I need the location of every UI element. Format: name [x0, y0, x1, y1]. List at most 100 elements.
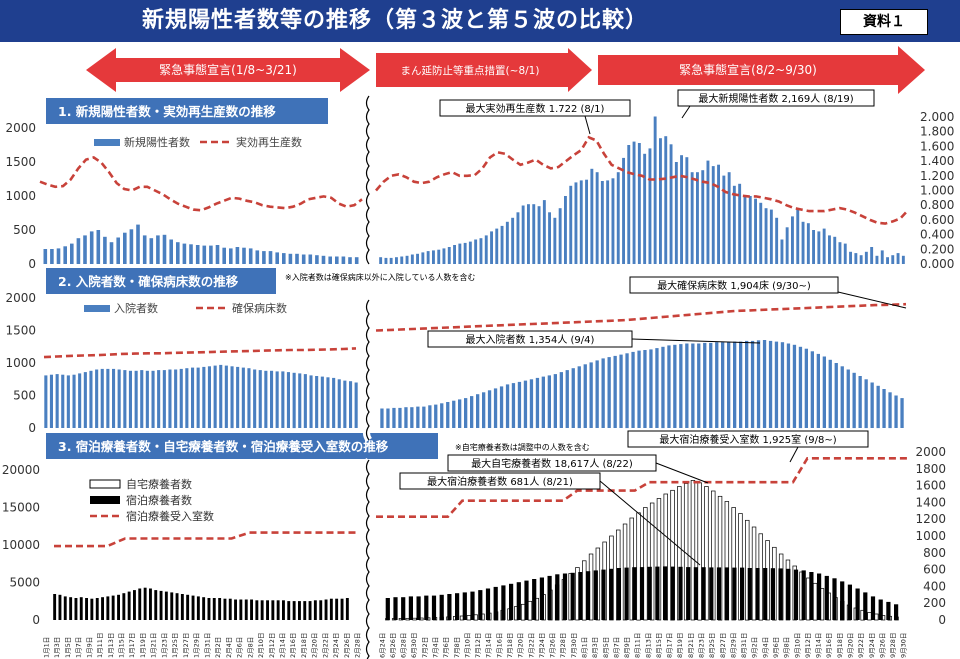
- p1-bar-b-34: [558, 208, 562, 264]
- p1-bar-b-18: [474, 239, 478, 264]
- p1-bar-b-52: [653, 116, 657, 264]
- x-tick-b-49: 9月30日: [900, 633, 908, 658]
- p1-legend-line-label: 実効再生産数: [236, 135, 302, 149]
- x-tick-b-12: 7月18日: [506, 633, 514, 658]
- p2-bar-a-44: [292, 372, 296, 429]
- p1-bar-b-27: [521, 205, 525, 264]
- p2-bar-a-19: [151, 370, 155, 428]
- p1-bar-b-4: [400, 256, 404, 264]
- p2-bar-b-82: [870, 382, 874, 428]
- p1-bar-b-23: [500, 225, 504, 264]
- p1-bar-b-11: [437, 249, 441, 264]
- p1-bar-a-42: [321, 255, 326, 264]
- p1-bar-b-75: [775, 217, 779, 264]
- x-tick-a-21: 2月12日: [268, 633, 276, 658]
- p3-hotel-bar-a-30: [212, 598, 216, 620]
- p3-right-tick-4: 800: [923, 546, 946, 560]
- p2-bar-a-52: [337, 379, 341, 429]
- p3-hotel-bar-a-15: [133, 590, 136, 620]
- p2-bar-b-57: [721, 342, 725, 428]
- x-tick-b-11: 7月16日: [495, 633, 503, 658]
- p3-hotel-bar-a-50: [319, 600, 323, 620]
- p1-bar-b-41: [595, 172, 599, 264]
- p3-hotel-bar-b-13: [485, 588, 491, 620]
- p1-bar-b-15: [458, 243, 462, 264]
- p3-hotel-bar-a-55: [345, 598, 349, 620]
- p1-bar-a-30: [242, 247, 246, 264]
- p1-bar-b-2: [389, 257, 393, 264]
- p3-right-tick-3: 600: [923, 563, 946, 577]
- p1-right-tick-9: 1.800: [920, 125, 954, 139]
- p3-home-bar-54: [751, 526, 757, 621]
- p3-hotel-bar-b-19: [532, 579, 537, 620]
- p1-bar-a-32: [255, 250, 260, 264]
- p2-bar-a-9: [95, 369, 99, 428]
- p1-left-tick-3: 1500: [5, 155, 36, 169]
- p1-left-tick-1: 500: [13, 223, 36, 237]
- p1-bar-b-77: [785, 227, 789, 264]
- p1-bar-b-56: [674, 162, 678, 264]
- p1-bar-b-53: [659, 138, 662, 264]
- p3-hotel-bar-a-33: [228, 598, 232, 620]
- p2-bar-b-33: [577, 366, 581, 429]
- panel2-note: ※入院者数は確保病床以外に入院している人数を含む: [285, 272, 475, 282]
- p2-bar-a-48: [315, 376, 319, 428]
- p1-right-tick-1: 0.200: [920, 242, 954, 256]
- x-tick-b-42: 9月16日: [825, 633, 833, 658]
- p1-bar-b-54: [664, 136, 668, 264]
- p3-home-bar-4: [412, 617, 417, 621]
- p1-bar-b-82: [812, 230, 815, 264]
- p3-hotel-bar-b-54: [801, 570, 806, 620]
- p2-bar-a-50: [326, 377, 330, 428]
- p3-home-bar-38: [643, 507, 648, 621]
- p2-legend-bar-swatch: [84, 305, 110, 312]
- x-tick-b-28: 8月19日: [676, 633, 684, 658]
- p2-tick-2: 1000: [5, 356, 36, 370]
- annotation-max-inpatient: 最大入院者数 1,354人 (9/4): [466, 333, 595, 346]
- p1-bar-b-74: [769, 209, 773, 264]
- p1-bar-a-44: [335, 256, 339, 264]
- p3-hotel-bar-b-51: [778, 568, 783, 620]
- x-tick-b-44: 9月20日: [847, 633, 855, 658]
- p2-bar-b-9: [434, 404, 438, 428]
- p1-bar-b-81: [806, 223, 810, 264]
- p2-bar-b-78: [846, 369, 850, 428]
- p2-bar-b-10: [440, 403, 444, 428]
- p2-bar-b-59: [733, 341, 737, 428]
- p1-bar-b-99: [901, 255, 905, 264]
- p2-bar-b-71: [804, 348, 808, 428]
- p1-bar-b-66: [727, 172, 731, 264]
- p3-legend-hotel-swatch: [90, 496, 120, 504]
- p2-bar-a-31: [219, 364, 223, 428]
- p1-bar-a-14: [136, 224, 140, 264]
- p2-bar-b-29: [553, 374, 557, 428]
- p1-right-tick-8: 1.600: [920, 139, 954, 153]
- p2-bar-b-55: [709, 342, 713, 428]
- p3-legend-home-label: 自宅療養者数: [126, 477, 192, 491]
- p1-bar-a-16: [149, 238, 154, 264]
- p3-hotel-bar-b-8: [447, 594, 452, 620]
- p1-bar-a-31: [248, 248, 253, 264]
- p2-bar-b-52: [691, 343, 695, 428]
- p1-bar-b-73: [764, 208, 768, 264]
- annotation-max-rt-leader: [584, 115, 591, 135]
- p3-hotel-bar-a-53: [335, 598, 339, 620]
- p1-bar-b-20: [484, 235, 488, 264]
- p3-hotel-bar-b-66: [894, 604, 899, 621]
- p1-bar-b-45: [616, 172, 620, 264]
- p2-bar-b-70: [798, 346, 803, 429]
- p3-hotel-bar-a-32: [223, 598, 227, 620]
- p2-bar-a-24: [179, 368, 183, 428]
- p3-hotel-bar-b-62: [863, 592, 868, 620]
- x-tick-a-17: 2月4日: [225, 637, 233, 658]
- annotation-max-hotel-leader: [599, 480, 701, 566]
- p2-bar-a-5: [72, 374, 76, 428]
- p3-right-tick-8: 1600: [915, 479, 946, 493]
- p3-hotel-bar-a-47: [303, 601, 307, 620]
- x-tick-a-26: 2月22日: [321, 633, 329, 658]
- x-tick-b-39: 9月10日: [793, 633, 801, 658]
- p1-bar-b-32: [548, 212, 551, 264]
- p3-hotel-bar-b-42: [709, 567, 714, 620]
- page-title: 新規陽性者数等の推移（第３波と第５波の比較）: [141, 8, 648, 33]
- p1-bar-b-62: [706, 160, 710, 264]
